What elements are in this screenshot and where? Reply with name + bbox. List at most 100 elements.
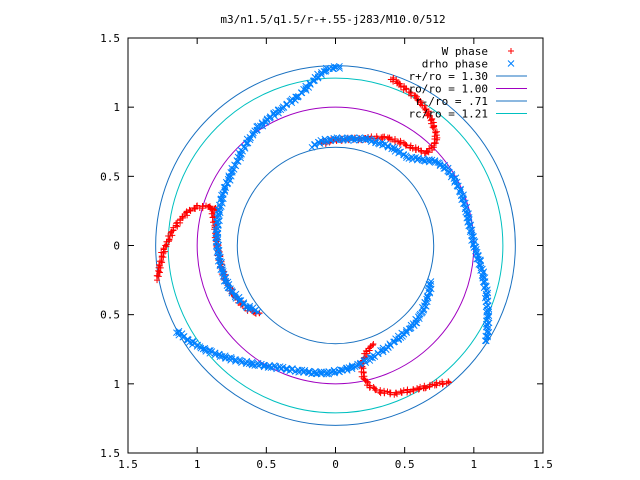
x-tick-label: 0.5 bbox=[256, 458, 276, 471]
data-point bbox=[160, 246, 167, 253]
data-point bbox=[259, 122, 267, 130]
x-tick-label: 1.5 bbox=[533, 458, 553, 471]
data-point bbox=[221, 352, 229, 360]
data-point bbox=[214, 236, 222, 243]
data-point bbox=[213, 249, 221, 256]
y-tick-label: 1.5 bbox=[100, 32, 120, 45]
data-point bbox=[261, 361, 268, 369]
data-point bbox=[406, 144, 413, 151]
data-point bbox=[221, 186, 229, 194]
data-point bbox=[186, 206, 193, 213]
data-point bbox=[431, 140, 438, 147]
data-point bbox=[445, 379, 452, 386]
data-point bbox=[482, 298, 490, 306]
data-point bbox=[469, 233, 476, 240]
y-tick-label: 0.5 bbox=[100, 309, 120, 322]
data-point bbox=[424, 293, 431, 301]
data-point bbox=[395, 335, 403, 343]
data-point bbox=[362, 134, 369, 142]
data-point bbox=[396, 80, 403, 87]
data-point bbox=[379, 344, 387, 352]
data-point bbox=[445, 378, 452, 385]
data-point bbox=[216, 353, 224, 360]
data-point bbox=[235, 149, 243, 157]
data-point bbox=[318, 69, 325, 76]
data-point bbox=[179, 213, 186, 220]
y-tick-label: 1 bbox=[113, 378, 120, 391]
data-point bbox=[484, 316, 491, 324]
data-point bbox=[427, 278, 435, 285]
data-point bbox=[237, 357, 245, 365]
data-point bbox=[156, 268, 163, 275]
data-point bbox=[392, 389, 399, 396]
data-point bbox=[485, 305, 493, 313]
data-point bbox=[484, 314, 492, 321]
data-point bbox=[321, 137, 329, 144]
data-point bbox=[158, 253, 165, 260]
data-point bbox=[381, 389, 388, 396]
data-point bbox=[425, 111, 432, 118]
data-point bbox=[418, 148, 425, 155]
data-point bbox=[363, 355, 370, 363]
data-point bbox=[397, 388, 404, 395]
y-tick-label: 0 bbox=[113, 240, 120, 253]
data-point bbox=[372, 139, 379, 147]
data-point bbox=[246, 306, 254, 313]
data-point bbox=[162, 242, 169, 249]
data-point bbox=[412, 144, 419, 151]
data-point bbox=[184, 335, 191, 343]
data-point bbox=[425, 158, 433, 166]
data-point bbox=[279, 103, 287, 111]
legend-label: r-/ro = .71 bbox=[415, 95, 488, 108]
data-point bbox=[415, 386, 422, 393]
legend-label: r+/ro = 1.30 bbox=[409, 70, 488, 83]
data-point bbox=[429, 124, 436, 131]
legend-label: rc/ro = 1.21 bbox=[409, 108, 488, 121]
data-point bbox=[318, 368, 325, 376]
data-point bbox=[426, 383, 433, 390]
data-point bbox=[343, 364, 351, 372]
data-point bbox=[153, 272, 160, 279]
data-point bbox=[403, 86, 410, 93]
data-point bbox=[507, 60, 515, 67]
data-point bbox=[407, 89, 414, 96]
data-point bbox=[482, 320, 490, 328]
data-point bbox=[484, 332, 491, 340]
data-point bbox=[410, 387, 417, 394]
data-point bbox=[421, 298, 429, 306]
data-point bbox=[466, 228, 474, 236]
data-point bbox=[407, 388, 414, 395]
data-point bbox=[430, 125, 437, 132]
series-w-phase bbox=[153, 74, 452, 398]
data-point bbox=[243, 304, 251, 312]
data-point bbox=[485, 312, 493, 320]
data-point bbox=[215, 210, 222, 218]
data-point bbox=[423, 384, 430, 391]
series-drho-phase bbox=[173, 62, 493, 378]
data-point bbox=[240, 299, 248, 306]
y-tick-label: 1.5 bbox=[100, 447, 120, 460]
data-point bbox=[155, 261, 162, 268]
data-point bbox=[265, 363, 273, 371]
data-point bbox=[484, 333, 491, 341]
data-point bbox=[417, 383, 424, 390]
data-point bbox=[300, 85, 307, 93]
data-point bbox=[169, 232, 176, 239]
legend-label: W phase bbox=[442, 45, 488, 58]
data-point bbox=[184, 212, 191, 219]
data-point bbox=[477, 264, 485, 272]
data-point bbox=[425, 280, 433, 288]
data-point bbox=[426, 112, 433, 119]
data-point bbox=[451, 177, 459, 185]
data-point bbox=[243, 360, 250, 367]
data-point bbox=[325, 370, 333, 378]
y-tick-label: 1 bbox=[113, 101, 120, 114]
x-tick-label: 0 bbox=[332, 458, 339, 471]
data-point bbox=[248, 361, 256, 369]
data-point bbox=[405, 325, 413, 333]
data-point bbox=[212, 242, 220, 250]
data-point bbox=[391, 137, 398, 144]
data-point bbox=[434, 136, 441, 143]
data-point bbox=[214, 233, 222, 241]
data-point bbox=[422, 385, 429, 392]
